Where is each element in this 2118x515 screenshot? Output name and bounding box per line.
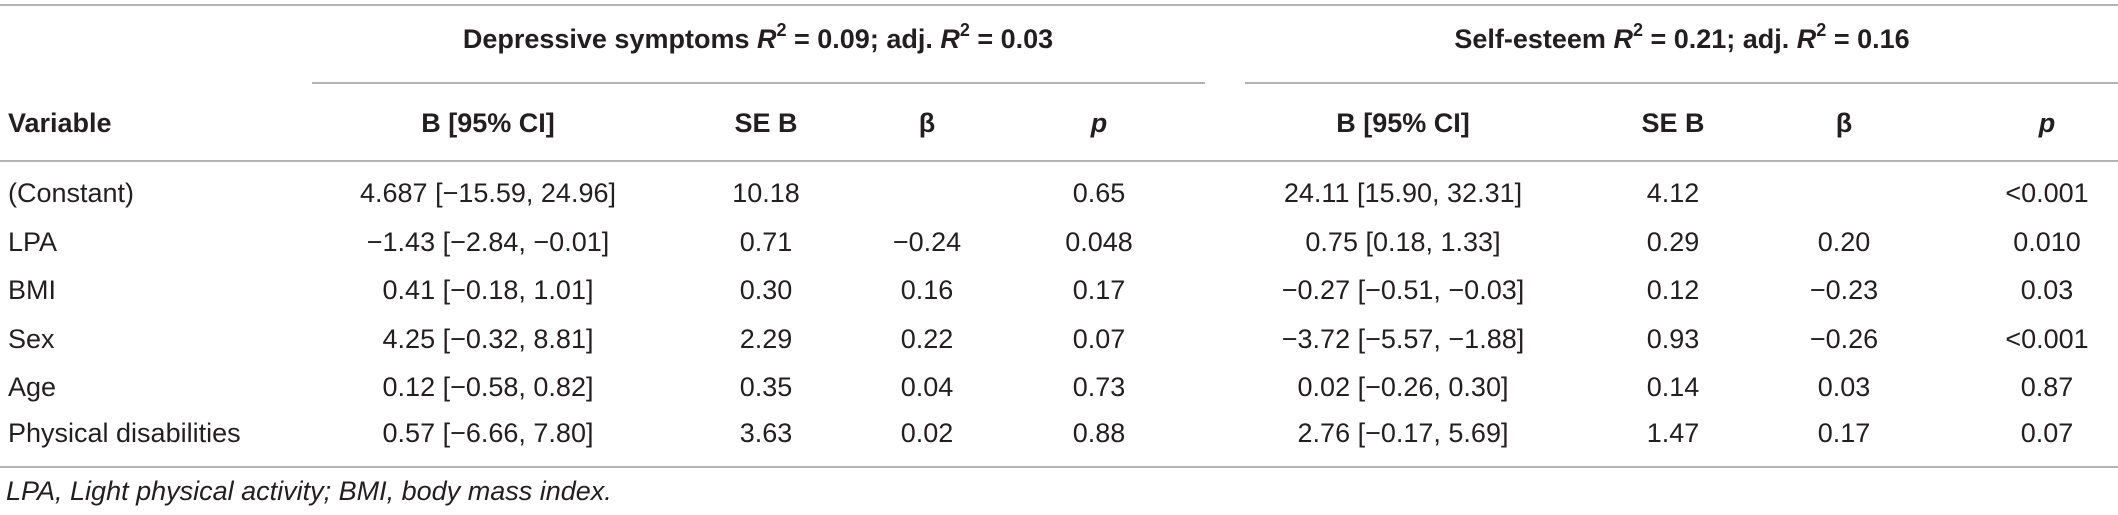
table-cell: −1.43 [−2.84, −0.01] <box>366 227 610 257</box>
table-cell: −0.24 <box>892 227 962 257</box>
table-cell: 0.93 <box>1646 324 1700 354</box>
table-cell: 0.71 <box>739 227 793 257</box>
table-cell: 0.03 <box>2020 275 2074 305</box>
table-cell: <0.001 <box>2005 324 2089 354</box>
top-rule <box>0 4 2118 6</box>
table-cell: 4.687 [−15.59, 24.96] <box>360 178 616 208</box>
table-cell: 0.88 <box>1072 418 1126 448</box>
table-cell: 0.010 <box>2013 227 2081 257</box>
table-cell: 4.12 <box>1646 178 1700 208</box>
table-cell: 0.57 [−6.66, 7.80] <box>382 418 594 448</box>
column-header-b-ci-1: B [95% CI] <box>421 108 555 138</box>
header-bottom-rule <box>0 160 2118 162</box>
column-header-se-b-2: SE B <box>1641 108 1705 138</box>
column-header-beta-1: β <box>918 108 936 138</box>
group-rule-depressive <box>312 82 1205 84</box>
table-cell: 0.04 <box>900 372 954 402</box>
table-cell: 0.02 <box>900 418 954 448</box>
table-row-label: BMI <box>8 275 57 305</box>
table-cell: 3.63 <box>739 418 793 448</box>
table-cell: 0.07 <box>1072 324 1126 354</box>
table-cell: 0.17 <box>1817 418 1871 448</box>
table-cell: 10.18 <box>732 178 800 208</box>
table-cell: 0.03 <box>1817 372 1871 402</box>
table-cell: 0.02 [−0.26, 0.30] <box>1297 372 1509 402</box>
table-cell: 0.30 <box>739 275 793 305</box>
column-header-se-b-1: SE B <box>734 108 798 138</box>
table-cell: 0.75 [0.18, 1.33] <box>1305 227 1501 257</box>
table-cell: 0.17 <box>1072 275 1126 305</box>
table-cell: 0.35 <box>739 372 793 402</box>
table-cell: 0.12 [−0.58, 0.82] <box>382 372 594 402</box>
table-cell: 0.048 <box>1065 227 1133 257</box>
table-cell: 0.12 <box>1646 275 1700 305</box>
table-cell: 2.29 <box>739 324 793 354</box>
table-cell: 0.22 <box>900 324 954 354</box>
table-cell: −0.23 <box>1809 275 1879 305</box>
table-cell: 0.87 <box>2020 372 2074 402</box>
group-header-self-esteem: Self-esteem R2 = 0.21; adj. R2 = 0.16 <box>1454 20 1910 54</box>
table-cell: −3.72 [−5.57, −1.88] <box>1281 324 1525 354</box>
table-row-label: Age <box>8 372 57 402</box>
column-header-p-1: p <box>1090 108 1108 138</box>
table-row-label: LPA <box>8 227 58 257</box>
table-row-label: Physical disabilities <box>8 418 241 448</box>
table-cell: −0.26 <box>1809 324 1879 354</box>
group-rule-self-esteem <box>1245 82 2118 84</box>
table-cell: 1.47 <box>1646 418 1700 448</box>
table-cell: 0.65 <box>1072 178 1126 208</box>
table-cell: <0.001 <box>2005 178 2089 208</box>
column-header-b-ci-2: B [95% CI] <box>1336 108 1470 138</box>
column-header-variable: Variable <box>8 108 112 138</box>
table-cell: 0.14 <box>1646 372 1700 402</box>
table-cell: 0.07 <box>2020 418 2074 448</box>
table-cell: 0.16 <box>900 275 954 305</box>
table-cell: 0.29 <box>1646 227 1700 257</box>
table-cell: 0.73 <box>1072 372 1126 402</box>
table-cell: 2.76 [−0.17, 5.69] <box>1297 418 1509 448</box>
table-cell: 24.11 [15.90, 32.31] <box>1283 178 1523 208</box>
table-cell: 0.20 <box>1817 227 1871 257</box>
table-row-label: Sex <box>8 324 55 354</box>
table-cell: 4.25 [−0.32, 8.81] <box>382 324 594 354</box>
table-cell: 0.41 [−0.18, 1.01] <box>382 275 594 305</box>
table-bottom-rule <box>0 466 2118 468</box>
table-cell: −0.27 [−0.51, −0.03] <box>1281 275 1525 305</box>
table-row-label: (Constant) <box>8 178 135 208</box>
table-footnote: LPA, Light physical activity; BMI, body … <box>6 476 612 506</box>
column-header-p-2: p <box>2038 108 2056 138</box>
column-header-beta-2: β <box>1835 108 1853 138</box>
group-header-depressive-symptoms: Depressive symptoms R2 = 0.09; adj. R2 =… <box>462 20 1054 54</box>
